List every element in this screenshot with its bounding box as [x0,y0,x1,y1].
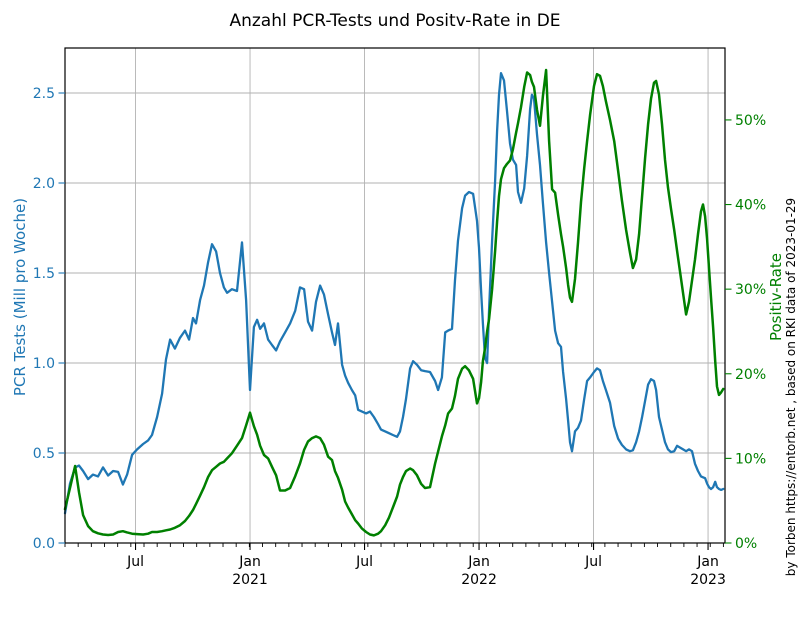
svg-text:1.5: 1.5 [33,266,55,282]
x-axis-ticks: Jul Jan 2021 Jul Jan 2022 Jul Jan 2023 [64,543,726,588]
svg-text:2.0: 2.0 [33,176,55,192]
y-axis-left-ticks: 0.0 0.5 1.0 1.5 2.0 2.5 [33,86,65,552]
svg-text:0%: 0% [735,536,757,552]
svg-text:Jul: Jul [355,554,373,570]
svg-text:Jan: Jan [238,554,261,570]
svg-text:50%: 50% [735,113,766,129]
svg-text:2023: 2023 [690,572,726,588]
svg-text:20%: 20% [735,367,766,383]
svg-text:30%: 30% [735,282,766,298]
svg-text:Jan: Jan [696,554,719,570]
positiv-rate-line [63,68,725,537]
svg-text:40%: 40% [735,198,766,214]
y-axis-right-ticks: 0% 10% 20% 30% 40% 50% [725,113,766,552]
plot-border [64,47,726,544]
svg-text:0.0: 0.0 [33,536,55,552]
svg-text:2022: 2022 [461,572,497,588]
svg-text:10%: 10% [735,451,766,467]
svg-text:Jul: Jul [584,554,602,570]
svg-text:Jul: Jul [126,554,144,570]
gridlines [65,48,725,543]
svg-text:Jan: Jan [467,554,490,570]
chart-canvas: Jul Jan 2021 Jul Jan 2022 Jul Jan 2023 0.0 0.5 1.0… [33,47,766,588]
pcr-tests-line [63,72,725,515]
svg-text:1.0: 1.0 [33,356,55,372]
svg-text:2021: 2021 [232,572,268,588]
svg-text:0.5: 0.5 [33,446,55,462]
chart-title: Anzahl PCR-Tests und Positv-Rate in DE [229,11,561,31]
svg-text:2.5: 2.5 [33,86,55,102]
